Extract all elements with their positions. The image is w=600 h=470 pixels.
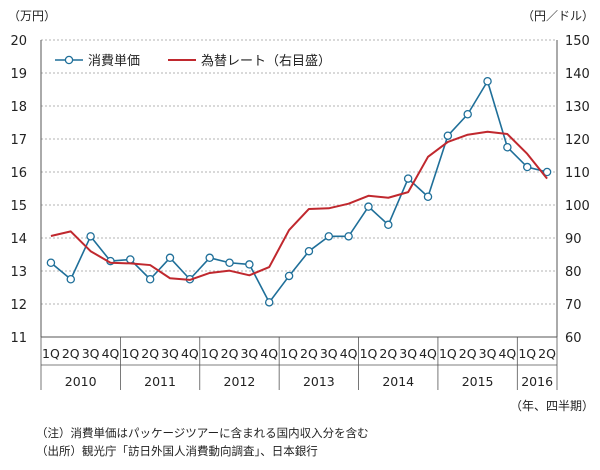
consumption-point [126,255,135,264]
quarter-label: 1Q [439,346,457,361]
quarter-label: 2Q [221,346,239,361]
left-tick-label: 19 [10,67,27,82]
quarter-label: 3Q [479,346,497,361]
legend-label-consumption: 消費単価 [88,53,140,69]
left-tick-label: 16 [10,166,27,181]
quarter-label: 2Q [379,346,397,361]
consumption-point [284,271,294,281]
consumption-point [522,162,532,172]
right-tick-label: 130 [565,100,590,115]
grid-layer [41,39,557,338]
left-tick-label: 17 [10,133,27,148]
quarter-label: 4Q [419,346,437,361]
consumption-line [50,80,548,304]
consumption-point [264,298,274,307]
quarter-label: 1Q [518,346,536,361]
quarter-label: 2Q [459,346,477,361]
consumption-point [463,110,472,119]
left-tick-label: 11 [10,331,27,346]
exchange-rate-line [50,130,548,281]
quarter-label: 4Q [498,346,516,361]
quarter-label: 2Q [300,346,318,361]
source-note: （出所）観光庁「訪日外国人消費動向調査」、日本銀行 [36,444,318,458]
quarter-label: 2Q [141,346,159,361]
x-axis-unit: （年、四半期） [510,399,594,413]
consumption-point [423,192,433,201]
quarter-label: 2Q [62,346,80,361]
consumption-point [165,253,175,263]
axis-layer: 11 12 13 14 15 16 17 18 19 20 60 70 80 90 100 110 120 130… [8,9,594,413]
quarter-label: 4Q [181,346,199,361]
quarter-label: 4Q [340,346,358,361]
year-label: 2014 [382,374,414,389]
right-axis-unit: （円／ドル） [522,9,594,23]
quarter-label: 2Q [538,346,556,361]
quarter-label: 3Q [240,346,258,361]
consumption-point [86,232,95,241]
quarter-label: 4Q [102,346,120,361]
consumption-point [384,220,393,230]
left-tick-label: 14 [10,232,27,247]
quarter-label: 1Q [280,346,298,361]
year-label: 2016 [521,374,553,389]
consumption-point [46,258,56,267]
year-label: 2012 [224,374,256,389]
quarter-label: 1Q [360,346,378,361]
quarter-label: 3Q [82,346,100,361]
year-label: 2011 [144,374,176,389]
legend-label-exchange: 為替レート（右目盛） [201,53,331,69]
consumption-point [205,253,214,263]
consumption-point [225,258,234,267]
footnote: （注）消費単価はパッケージツアーに含まれる国内収入分を含む [36,426,369,440]
left-tick-label: 18 [10,100,27,115]
year-label: 2010 [65,374,97,389]
quarter-label: 1Q [201,346,219,361]
quarter-label: 1Q [42,346,60,361]
right-tick-label: 80 [565,265,582,280]
consumption-point [483,77,492,86]
left-axis-unit: （万円） [8,9,56,23]
quarter-label: 3Q [399,346,417,361]
consumption-point [443,131,453,140]
legend-marker-consumption [64,55,74,65]
quarter-label: 3Q [161,346,179,361]
right-tick-label: 120 [565,133,590,148]
consumption-point [542,167,552,177]
consumption-point [344,232,353,241]
left-tick-label: 13 [10,265,27,280]
series-layer [46,77,552,307]
quarter-label: 4Q [260,346,278,361]
left-tick-label: 20 [10,34,27,49]
right-tick-label: 90 [565,232,582,247]
consumption-point [66,274,76,284]
quarter-label: 1Q [121,346,139,361]
consumption-point [364,202,373,211]
legend: 消費単価 為替レート（右目盛） [55,53,331,69]
right-tick-label: 110 [565,166,590,181]
right-tick-label: 60 [565,331,582,346]
right-tick-label: 70 [565,298,582,313]
right-tick-label: 100 [565,199,590,214]
right-tick-label: 150 [565,34,590,49]
consumption-point [245,260,254,269]
consumption-point [145,274,155,284]
right-tick-label: 140 [565,67,590,82]
year-label: 2015 [462,374,494,389]
year-label: 2013 [303,374,335,389]
consumption-point [403,174,413,183]
quarter-label: 3Q [320,346,338,361]
consumption-point [324,232,334,241]
left-tick-label: 12 [10,298,27,313]
consumption-point [503,142,512,152]
consumption-point [304,246,314,256]
left-tick-label: 15 [10,199,27,214]
